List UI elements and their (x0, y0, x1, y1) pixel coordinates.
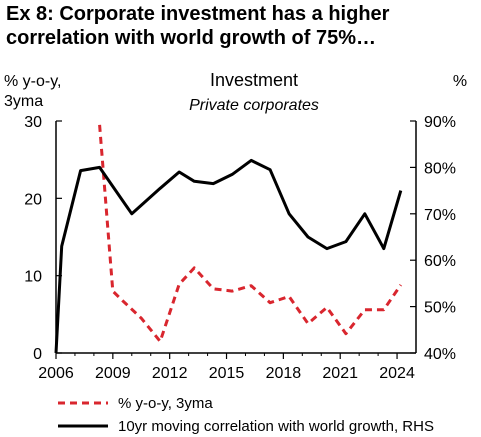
left-tick-label: 0 (33, 346, 42, 363)
x-tick-label: 2021 (322, 365, 358, 382)
left-tick-label: 10 (24, 269, 42, 286)
series-line-correlation (54, 158, 403, 354)
right-tick-label: 80% (424, 160, 456, 177)
x-tick-label: 2009 (95, 365, 131, 382)
left-axis-label-line-2: 3yma (4, 93, 43, 110)
right-tick-label: 70% (424, 207, 456, 224)
legend-label-correlation: 10yr moving correlation with world growt… (118, 418, 434, 435)
left-tick-label: 30 (24, 114, 42, 131)
x-tick-label: 2012 (152, 365, 188, 382)
chart-subtitle: Private corporates (189, 97, 319, 114)
axes: 0 10 20 30 40% 50% 60% 70% 80% 90% 2006 2009 2012 201… (24, 114, 456, 382)
right-tick-label: 60% (424, 253, 456, 270)
exhibit-title: Ex 8: Corporate investment has a higher … (6, 2, 478, 50)
title-line-2: correlation with world growth of 75%… (6, 27, 377, 49)
x-tick-label: 2006 (38, 365, 74, 382)
right-tick-label: 90% (424, 114, 456, 131)
legend-label-yoy: % y-o-y, 3yma (118, 395, 213, 412)
x-tick-label: 2024 (379, 365, 415, 382)
legend: % y-o-y, 3yma 10yr moving correlation wi… (58, 395, 434, 435)
right-tick-label: 50% (424, 300, 456, 317)
left-tick-label: 20 (24, 191, 42, 208)
right-axis-label: % (453, 73, 467, 90)
series-lines (54, 124, 403, 354)
x-tick-label: 2015 (209, 365, 245, 382)
left-axis-label-line-1: % y-o-y, (4, 73, 61, 90)
series-line-yoy (98, 124, 403, 343)
x-tick-label: 2018 (266, 365, 302, 382)
title-line-1: Ex 8: Corporate investment has a higher (6, 3, 390, 25)
chart-title: Investment (210, 70, 298, 90)
right-tick-label: 40% (424, 346, 456, 363)
